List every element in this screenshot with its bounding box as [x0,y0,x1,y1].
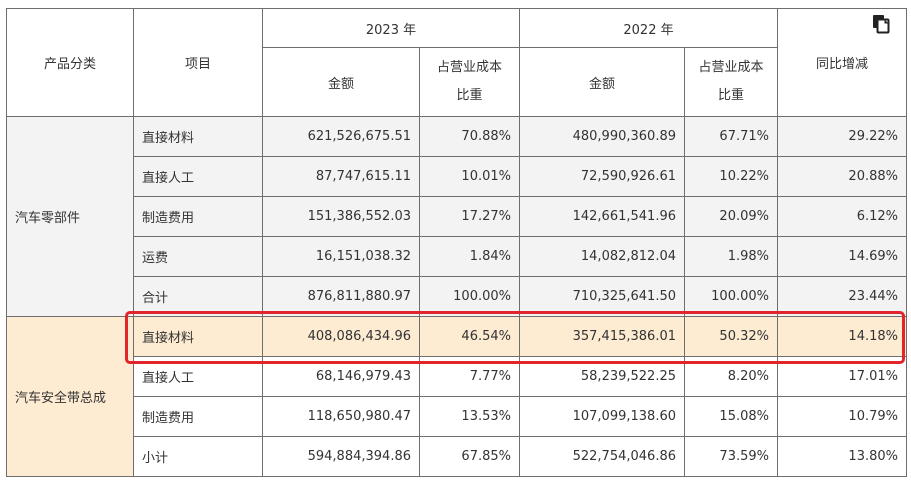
header-category: 产品分类 [6,8,134,117]
ratio-2023-cell: 67.85% [419,436,520,477]
table-row: 直接人工 68,146,979.43 7.77% 58,239,522.25 8… [7,356,907,397]
ratio-2023-cell: 100.00% [419,276,520,317]
ratio-2022-cell: 73.59% [684,436,778,477]
table-row: 直接人工 87,747,615.11 10.01% 72,590,926.61 … [7,156,907,197]
yoy-cell: 14.69% [777,236,907,277]
ratio-2023-cell: 70.88% [419,116,520,157]
table-row: 运费 16,151,038.32 1.84% 14,082,812.04 1.9… [7,236,907,277]
amount-2023-cell: 594,884,394.86 [262,436,420,477]
yoy-cell: 10.79% [777,396,907,437]
ratio-2023-cell: 13.53% [419,396,520,437]
header-ratio-2023: 占营业成本 比重 [419,47,520,117]
table-row-highlighted: 汽车安全带总成 直接材料 408,086,434.96 46.54% 357,4… [6,316,907,477]
table-row-total: 合计 876,811,880.97 100.00% 710,325,641.50… [7,276,907,317]
ratio-2022-cell: 10.22% [684,156,778,197]
table-row: 制造费用 118,650,980.47 13.53% 107,099,138.6… [7,396,907,437]
category-cell: 汽车安全带总成 [6,316,134,477]
ratio-2022-cell: 15.08% [684,396,778,437]
amount-2023-cell: 151,386,552.03 [262,196,420,237]
ratio-2022-cell: 20.09% [684,196,778,237]
amount-2023-cell: 68,146,979.43 [262,356,420,397]
item-cell: 合计 [133,276,263,317]
category-cell: 汽车零部件 [6,116,134,317]
header-ratio-line1: 占营业成本 [436,60,502,75]
amount-2022-cell: 72,590,926.61 [519,156,685,197]
amount-2023-cell: 408,086,434.96 [262,316,420,357]
amount-2022-cell: 710,325,641.50 [519,276,685,317]
item-cell: 直接材料 [133,316,263,357]
header-item: 项目 [133,8,263,117]
yoy-cell: 14.18% [777,316,907,357]
yoy-cell: 6.12% [777,196,907,237]
item-cell: 制造费用 [133,196,263,237]
table-row-subtotal: 小计 594,884,394.86 67.85% 522,754,046.86 … [7,436,907,477]
yoy-cell: 17.01% [777,356,907,397]
item-cell: 直接人工 [133,156,263,197]
amount-2022-cell: 480,990,360.89 [519,116,685,157]
amount-2022-cell: 58,239,522.25 [519,356,685,397]
copy-icon[interactable] [872,14,890,34]
header-ratio-2022: 占营业成本 比重 [684,47,778,117]
header-year-2023: 2023 年 [262,8,520,48]
header-amount-2022: 金额 [519,47,685,117]
amount-2023-cell: 118,650,980.47 [262,396,420,437]
amount-2022-cell: 357,415,386.01 [519,316,685,357]
amount-2022-cell: 14,082,812.04 [519,236,685,277]
ratio-2023-cell: 17.27% [419,196,520,237]
header-amount-2023: 金额 [262,47,420,117]
table-row: 制造费用 151,386,552.03 17.27% 142,661,541.9… [7,196,907,237]
item-cell: 直接材料 [133,116,263,157]
header-ratio-line1: 占营业成本 [698,60,764,75]
cost-breakdown-table: 产品分类 项目 2023 年 2022 年 同比增减 金额 占营业成本 比重 金… [6,8,907,477]
ratio-2022-cell: 67.71% [684,116,778,157]
ratio-2023-cell: 7.77% [419,356,520,397]
yoy-cell: 29.22% [777,116,907,157]
item-cell: 制造费用 [133,396,263,437]
amount-2023-cell: 16,151,038.32 [262,236,420,277]
amount-2023-cell: 621,526,675.51 [262,116,420,157]
ratio-2023-cell: 46.54% [419,316,520,357]
header-ratio-line2: 比重 [717,88,744,103]
ratio-2023-cell: 10.01% [419,156,520,197]
yoy-cell: 13.80% [777,436,907,477]
item-cell: 直接人工 [133,356,263,397]
item-cell: 小计 [133,436,263,477]
ratio-2022-cell: 100.00% [684,276,778,317]
yoy-cell: 23.44% [777,276,907,317]
ratio-2022-cell: 8.20% [684,356,778,397]
item-cell: 运费 [133,236,263,277]
amount-2022-cell: 522,754,046.86 [519,436,685,477]
amount-2022-cell: 142,661,541.96 [519,196,685,237]
ratio-2022-cell: 50.32% [684,316,778,357]
amount-2023-cell: 876,811,880.97 [262,276,420,317]
header-ratio-line2: 比重 [456,88,483,103]
table-row: 汽车零部件 直接材料 621,526,675.51 70.88% 480,990… [6,116,907,317]
amount-2023-cell: 87,747,615.11 [262,156,420,197]
yoy-cell: 20.88% [777,156,907,197]
ratio-2023-cell: 1.84% [419,236,520,277]
ratio-2022-cell: 1.98% [684,236,778,277]
amount-2022-cell: 107,099,138.60 [519,396,685,437]
header-year-2022: 2022 年 [519,8,778,48]
